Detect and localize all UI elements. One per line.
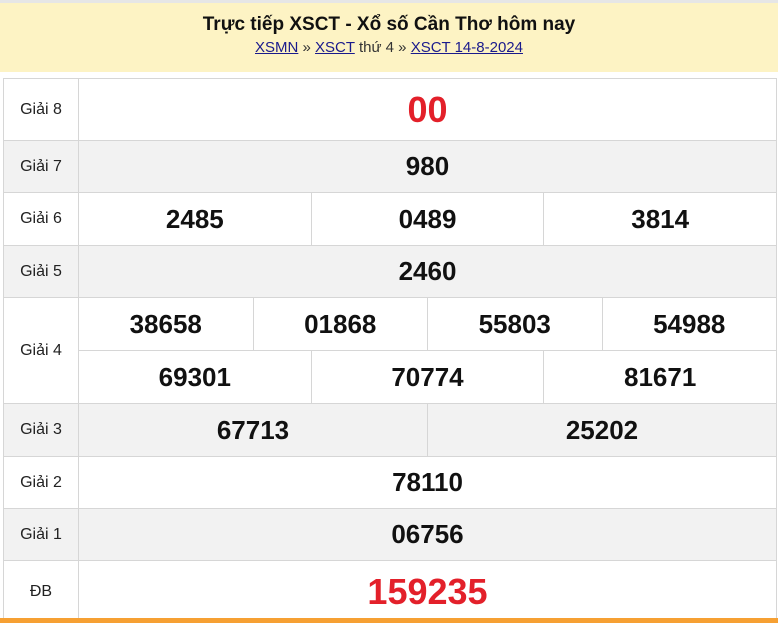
prize-label: Giải 3 — [3, 403, 79, 457]
row-giai-2: Giải 2 78110 — [3, 456, 777, 509]
results-table: Giải 8 00 Giải 7 980 Giải 6 2485 0489 38… — [3, 78, 777, 623]
prize-number: 55803 — [427, 298, 602, 350]
prize-number: 81671 — [543, 351, 776, 403]
prize-label: Giải 4 — [3, 297, 79, 404]
prize-number: 67713 — [216, 414, 290, 445]
breadcrumb-link-xsct[interactable]: XSCT — [315, 39, 355, 56]
prize-number: 69301 — [158, 361, 231, 392]
prize-number: 25202 — [427, 404, 776, 456]
prize-label: Giải 6 — [3, 192, 79, 246]
breadcrumb-separator: » — [302, 39, 311, 56]
special-prize-number: 159235 — [78, 560, 777, 623]
prize-label: Giải 7 — [3, 140, 79, 193]
row-giai-8: Giải 8 00 — [3, 78, 777, 141]
prize-label: Giải 5 — [3, 245, 79, 298]
row-dac-biet: ĐB 159235 — [3, 560, 777, 623]
row-giai-5: Giải 5 2460 — [3, 245, 777, 298]
row-giai-7: Giải 7 980 — [3, 140, 777, 193]
breadcrumb-separator: » — [398, 39, 407, 56]
breadcrumb-link-date[interactable]: XSCT 14-8-2024 — [410, 39, 523, 56]
top-strip — [0, 0, 778, 3]
prize-number: 2485 — [165, 203, 224, 234]
row-giai-3: Giải 3 67713 25202 — [3, 403, 777, 457]
prize-label: Giải 2 — [3, 456, 79, 509]
row-giai-6: Giải 6 2485 0489 3814 — [3, 192, 777, 246]
prize-number: 70774 — [310, 351, 544, 403]
row-giai-1: Giải 1 06756 — [3, 508, 777, 561]
breadcrumb-link-xsmn[interactable]: XSMN — [255, 39, 299, 56]
prize-label: Giải 1 — [3, 508, 79, 561]
prize-number: 38658 — [129, 308, 202, 339]
prize-number: 0489 — [310, 193, 544, 245]
prize-number: 980 — [78, 140, 777, 193]
prize-number: 01868 — [252, 298, 428, 350]
prize-number: 2460 — [78, 245, 777, 298]
row-giai-4: Giải 4 38658 01868 55803 54988 — [3, 297, 777, 404]
prize-label: Giải 8 — [3, 78, 79, 141]
breadcrumb: XSMN » XSCT thứ 4 » XSCT 14-8-2024 — [0, 38, 778, 58]
prize-number: 00 — [78, 78, 777, 141]
prize-number: 78110 — [78, 456, 777, 509]
prize-number: 06756 — [78, 508, 777, 561]
page-title: Trực tiếp XSCT - Xổ số Cần Thơ hôm nay — [202, 14, 576, 35]
page-header: Trực tiếp XSCT - Xổ số Cần Thơ hôm nay X… — [0, 3, 778, 72]
bottom-accent-bar — [0, 618, 778, 623]
breadcrumb-weekday: thứ 4 — [358, 39, 394, 56]
row-giai-4b: 69301 70774 81671 — [4, 350, 777, 404]
prize-label: ĐB — [3, 560, 79, 623]
prize-number: 3814 — [543, 193, 776, 245]
prize-number: 54988 — [601, 298, 777, 350]
